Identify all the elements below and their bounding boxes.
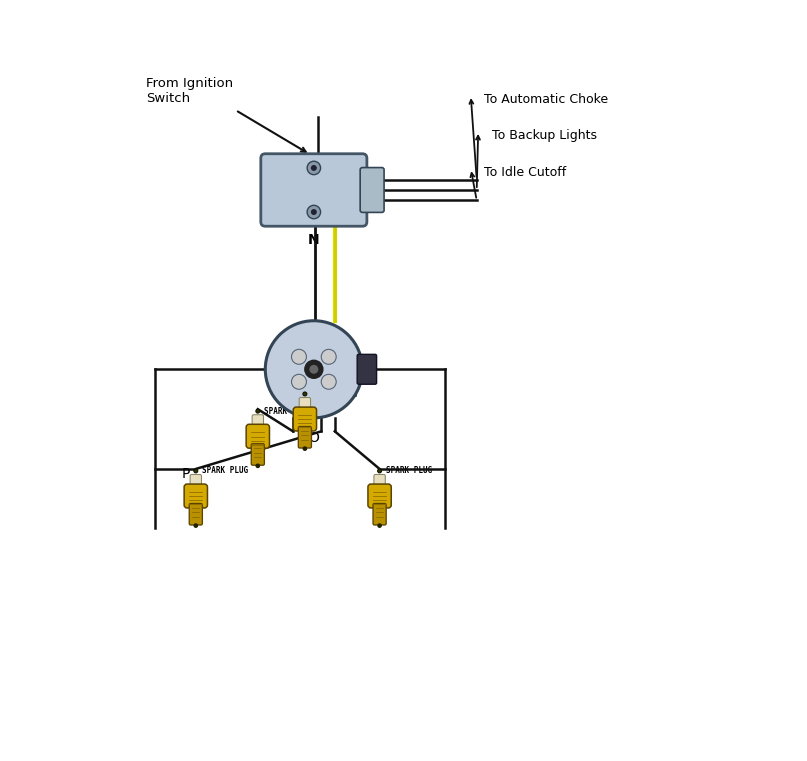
Text: SPARK PLUG: SPARK PLUG bbox=[311, 390, 358, 400]
Text: SPARK PLUG: SPARK PLUG bbox=[202, 466, 248, 476]
Circle shape bbox=[266, 320, 362, 418]
Circle shape bbox=[378, 524, 381, 527]
Circle shape bbox=[304, 360, 324, 379]
FancyBboxPatch shape bbox=[293, 407, 316, 431]
Circle shape bbox=[321, 374, 337, 389]
FancyBboxPatch shape bbox=[184, 484, 207, 508]
Text: From Ignition
Switch: From Ignition Switch bbox=[146, 77, 233, 104]
FancyBboxPatch shape bbox=[360, 167, 384, 212]
FancyBboxPatch shape bbox=[299, 426, 312, 448]
Text: To Idle Cutoff: To Idle Cutoff bbox=[484, 167, 567, 180]
Circle shape bbox=[378, 469, 382, 473]
FancyBboxPatch shape bbox=[189, 504, 203, 525]
FancyBboxPatch shape bbox=[374, 475, 385, 503]
FancyBboxPatch shape bbox=[190, 475, 202, 503]
Circle shape bbox=[321, 349, 337, 365]
FancyBboxPatch shape bbox=[368, 484, 391, 508]
Text: To Backup Lights: To Backup Lights bbox=[491, 129, 596, 142]
Circle shape bbox=[256, 464, 260, 467]
Circle shape bbox=[311, 165, 317, 171]
Circle shape bbox=[303, 392, 307, 396]
Circle shape bbox=[311, 209, 317, 215]
Circle shape bbox=[291, 349, 307, 365]
FancyBboxPatch shape bbox=[251, 444, 265, 465]
FancyBboxPatch shape bbox=[358, 355, 377, 384]
Text: To Automatic Choke: To Automatic Choke bbox=[484, 93, 608, 106]
Text: SPARK PLUG: SPARK PLUG bbox=[264, 406, 310, 416]
Text: N: N bbox=[308, 233, 320, 247]
Text: SPARK PLUG: SPARK PLUG bbox=[386, 466, 432, 476]
Circle shape bbox=[194, 524, 198, 527]
Circle shape bbox=[307, 205, 320, 218]
Circle shape bbox=[303, 447, 307, 451]
Circle shape bbox=[194, 469, 198, 473]
Circle shape bbox=[256, 409, 260, 413]
FancyBboxPatch shape bbox=[246, 425, 270, 448]
Circle shape bbox=[307, 161, 320, 175]
Text: O: O bbox=[308, 431, 320, 445]
Circle shape bbox=[309, 365, 318, 374]
FancyBboxPatch shape bbox=[261, 154, 367, 226]
FancyBboxPatch shape bbox=[373, 504, 387, 525]
FancyBboxPatch shape bbox=[252, 415, 264, 443]
FancyBboxPatch shape bbox=[299, 397, 311, 426]
Text: P: P bbox=[181, 467, 190, 481]
Circle shape bbox=[291, 374, 307, 389]
